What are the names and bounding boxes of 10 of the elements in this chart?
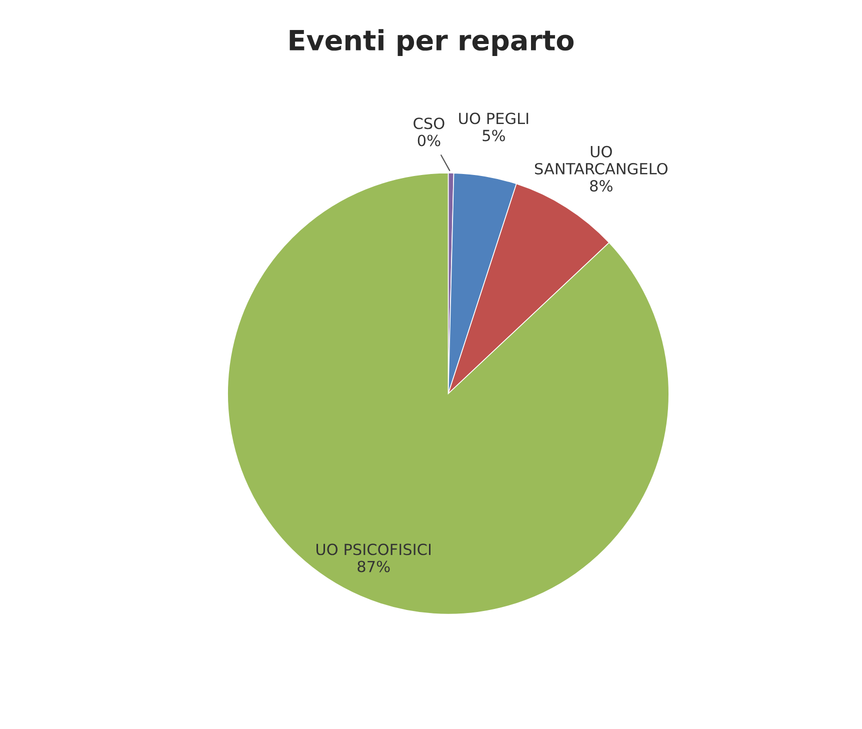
pie-slice (227, 172, 670, 615)
data-label: 5% (482, 130, 505, 142)
data-label: 8% (590, 180, 612, 192)
slice-label: UO PSICOFISICI (316, 544, 431, 556)
slice-label: UO PEGLI (459, 112, 528, 124)
slice-label: CSO (414, 118, 444, 130)
data-label: 87% (358, 560, 390, 572)
chart-title: Eventi per reparto (290, 29, 574, 56)
slice-label: UO SANTARCANGELO (535, 146, 668, 175)
data-label: 0% (418, 134, 440, 146)
